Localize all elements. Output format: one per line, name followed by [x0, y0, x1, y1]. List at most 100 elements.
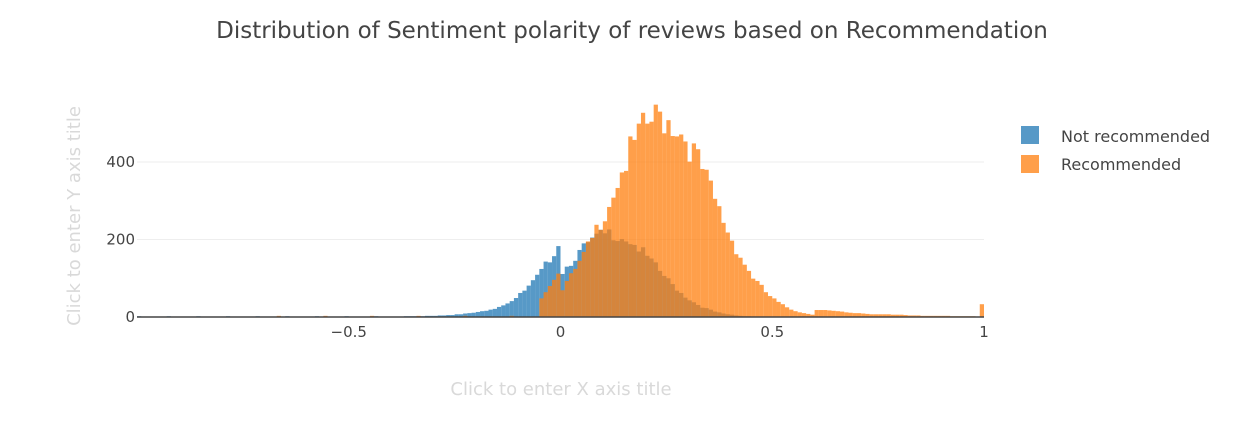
bar-recommended[interactable] [624, 170, 629, 317]
bar-recommended[interactable] [742, 264, 747, 317]
bar-recommended[interactable] [704, 169, 709, 317]
bar-recommended[interactable] [649, 121, 654, 317]
bar-not-recommended[interactable] [488, 309, 493, 317]
bar-recommended[interactable] [852, 313, 857, 317]
bar-not-recommended[interactable] [496, 306, 502, 317]
x-axis-title[interactable]: Click to enter X axis title [450, 379, 671, 400]
bar-not-recommended[interactable] [484, 310, 489, 317]
legend-swatch-recommended[interactable] [1021, 155, 1039, 173]
bar-recommended[interactable] [581, 251, 586, 317]
bar-not-recommended[interactable] [530, 280, 536, 317]
bar-recommended[interactable] [878, 314, 883, 317]
bar-not-recommended[interactable] [480, 311, 485, 317]
bar-recommended[interactable] [725, 232, 730, 317]
bar-recommended[interactable] [861, 313, 866, 317]
bar-recommended[interactable] [539, 298, 544, 317]
legend-label-recommended[interactable]: Recommended [1061, 155, 1181, 174]
bar-recommended[interactable] [848, 312, 853, 317]
bar-recommended[interactable] [712, 198, 718, 317]
bar-recommended[interactable] [907, 315, 913, 317]
bar-recommended[interactable] [823, 310, 828, 317]
bar-not-recommended[interactable] [509, 301, 514, 317]
bar-recommended[interactable] [552, 279, 557, 317]
bar-not-recommended[interactable] [492, 308, 497, 317]
bar-not-recommended[interactable] [518, 292, 523, 317]
bar-recommended[interactable] [873, 314, 879, 317]
bar-recommended[interactable] [598, 229, 603, 317]
bar-recommended[interactable] [700, 168, 705, 317]
bar-recommended[interactable] [801, 313, 807, 317]
bar-not-recommended[interactable] [471, 312, 476, 317]
bar-recommended[interactable] [653, 104, 658, 318]
bar-recommended[interactable] [738, 257, 743, 317]
bar-not-recommended[interactable] [543, 261, 548, 317]
bar-recommended[interactable] [590, 237, 595, 317]
bar-recommended[interactable] [810, 314, 815, 317]
bar-recommended[interactable] [691, 143, 697, 317]
bar-not-recommended[interactable] [441, 315, 447, 317]
bar-recommended[interactable] [619, 172, 625, 317]
bar-recommended[interactable] [869, 314, 874, 317]
bar-recommended[interactable] [640, 112, 646, 317]
bar-recommended[interactable] [793, 311, 798, 317]
bar-recommended[interactable] [568, 273, 574, 317]
legend-swatch-not-recommended[interactable] [1021, 126, 1039, 144]
bar-recommended[interactable] [615, 187, 620, 317]
bar-recommended[interactable] [547, 286, 553, 317]
bar-recommended[interactable] [903, 315, 908, 317]
legend-label-not-recommended[interactable]: Not recommended [1061, 127, 1210, 146]
bar-recommended[interactable] [882, 314, 887, 317]
bar-recommended[interactable] [746, 270, 752, 317]
bar-recommended[interactable] [840, 311, 845, 317]
bar-not-recommended[interactable] [513, 298, 519, 317]
bar-recommended[interactable] [560, 290, 565, 317]
bar-not-recommended[interactable] [539, 268, 544, 317]
bar-recommended[interactable] [543, 292, 548, 317]
bar-not-recommended[interactable] [458, 314, 464, 317]
bar-recommended[interactable] [886, 314, 891, 317]
bar-recommended[interactable] [556, 273, 561, 317]
bar-recommended[interactable] [683, 141, 688, 317]
bar-recommended[interactable] [759, 284, 764, 317]
bar-recommended[interactable] [768, 296, 773, 317]
bar-recommended[interactable] [789, 309, 794, 317]
bar-recommended[interactable] [729, 240, 735, 317]
bar-recommended[interactable] [708, 180, 713, 317]
bar-recommended[interactable] [585, 241, 591, 317]
bar-recommended[interactable] [717, 206, 722, 317]
bar-not-recommended[interactable] [450, 315, 455, 317]
bar-recommended[interactable] [827, 310, 832, 317]
bar-recommended[interactable] [818, 310, 824, 317]
bar-recommended[interactable] [912, 315, 917, 317]
bar-recommended[interactable] [687, 161, 692, 317]
bar-not-recommended[interactable] [463, 313, 468, 317]
bar-recommended[interactable] [657, 111, 663, 317]
bar-not-recommended[interactable] [467, 313, 472, 317]
bar-recommended[interactable] [776, 301, 781, 317]
bar-recommended[interactable] [835, 311, 841, 317]
bar-not-recommended[interactable] [475, 311, 481, 317]
bar-recommended[interactable] [734, 254, 739, 317]
bar-recommended[interactable] [670, 136, 675, 317]
bar-not-recommended[interactable] [437, 315, 442, 317]
bar-recommended[interactable] [602, 221, 608, 317]
bar-recommended[interactable] [755, 280, 760, 317]
bar-recommended[interactable] [645, 123, 650, 317]
bar-recommended[interactable] [979, 304, 984, 317]
bar-not-recommended[interactable] [454, 314, 459, 317]
bar-recommended[interactable] [573, 268, 578, 317]
bar-recommended[interactable] [696, 149, 701, 317]
bar-recommended[interactable] [916, 315, 921, 317]
bar-recommended[interactable] [780, 304, 785, 317]
bar-recommended[interactable] [751, 278, 756, 317]
bar-recommended[interactable] [806, 313, 811, 317]
bar-recommended[interactable] [856, 313, 862, 317]
bar-not-recommended[interactable] [526, 285, 531, 317]
bar-not-recommended[interactable] [501, 305, 506, 317]
bar-recommended[interactable] [674, 136, 680, 317]
bar-recommended[interactable] [662, 133, 667, 317]
bar-recommended[interactable] [763, 292, 769, 317]
bar-recommended[interactable] [721, 222, 726, 317]
bar-not-recommended[interactable] [446, 315, 451, 317]
bar-recommended[interactable] [890, 314, 896, 317]
